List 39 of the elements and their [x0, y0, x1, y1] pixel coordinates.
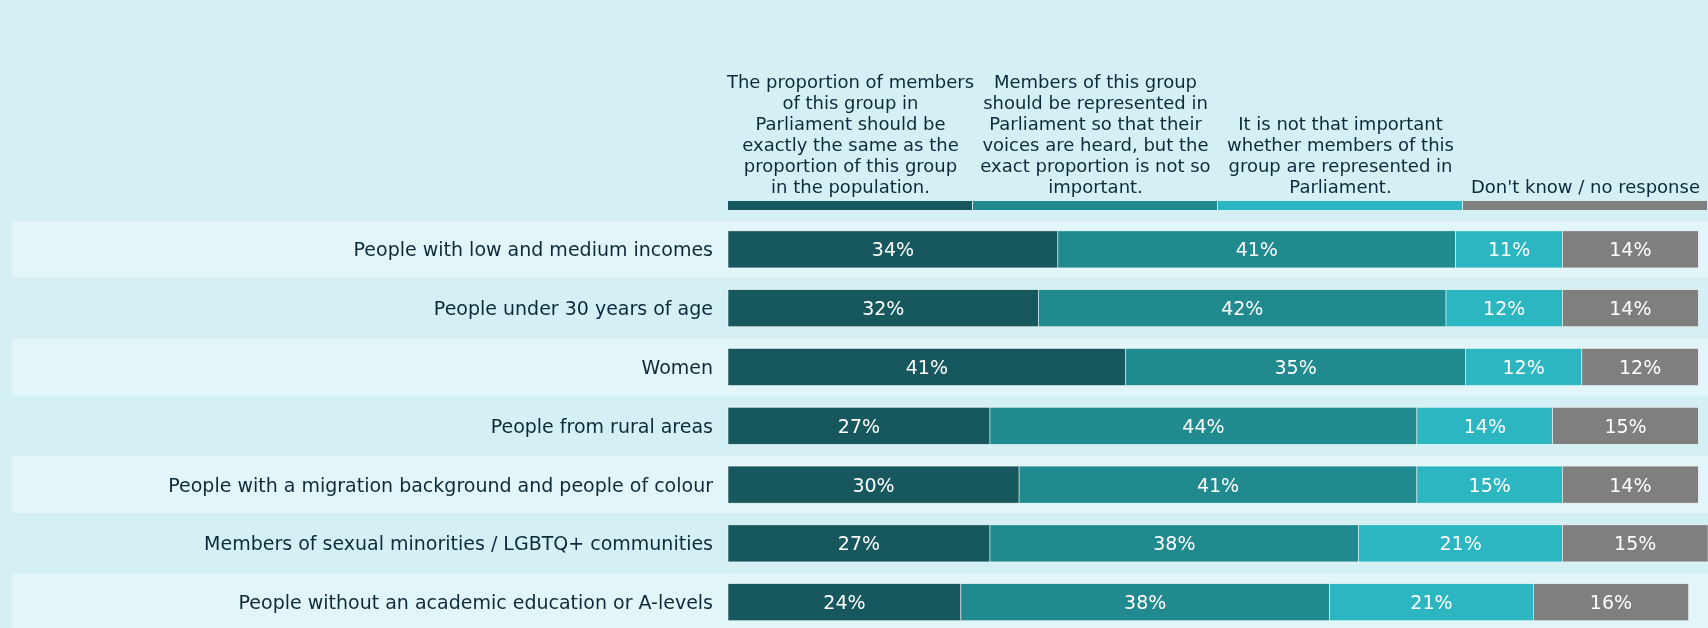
data-label: 14% — [1609, 473, 1652, 496]
data-label: 12% — [1618, 356, 1662, 378]
data-label: 12% — [1502, 356, 1545, 378]
data-label: 27% — [837, 532, 881, 555]
y-tick-label: People from rural areas — [490, 414, 713, 437]
y-tick-label: People under 30 years of age — [433, 297, 713, 320]
y-tick-label: Members of sexual minorities / LGBTQ+ communities — [204, 532, 713, 555]
y-tick-label: People with low and medium incomes — [353, 238, 713, 261]
data-label: 32% — [862, 297, 905, 320]
data-label: 14% — [1609, 238, 1652, 261]
data-label: 41% — [905, 356, 949, 378]
data-label: 44% — [1182, 414, 1225, 437]
data-label: 35% — [1274, 356, 1317, 378]
data-label: 15% — [1604, 414, 1647, 437]
data-label: 38% — [1124, 591, 1167, 614]
data-label: 16% — [1589, 591, 1633, 614]
data-label: 21% — [1410, 591, 1453, 614]
data-label: 12% — [1483, 297, 1526, 320]
data-label: 27% — [837, 414, 881, 437]
data-label: 11% — [1487, 238, 1531, 261]
data-label: 15% — [1614, 532, 1657, 555]
data-label: 41% — [1196, 473, 1240, 496]
data-label: 24% — [823, 591, 866, 614]
y-tick-label: People with a migration background and people of colour — [168, 473, 714, 496]
y-tick-label: Women — [641, 356, 713, 378]
data-label: 34% — [871, 238, 915, 261]
series-label: It is not that important whether members of this group are represented in Parliament. — [1227, 113, 1454, 197]
y-tick-label: People without an academic education or A-levels — [238, 591, 713, 614]
data-label: 14% — [1609, 297, 1652, 320]
data-label: 42% — [1221, 297, 1264, 320]
series-label: Members of this group should be represented in Parliament so that their voices are heard, but the exact proportion is not so important. — [980, 71, 1211, 197]
data-label: 38% — [1153, 532, 1196, 555]
series-label: The proportion of members of this group in Parliament should be exactly the same as the proportion of this group in the population. — [725, 71, 975, 197]
data-label: 15% — [1468, 473, 1511, 496]
data-label: 14% — [1463, 414, 1506, 437]
data-label: 30% — [852, 473, 895, 496]
data-label: 21% — [1439, 532, 1482, 555]
data-label: 41% — [1235, 238, 1278, 261]
series-label: Don't know / no response — [1471, 176, 1700, 197]
